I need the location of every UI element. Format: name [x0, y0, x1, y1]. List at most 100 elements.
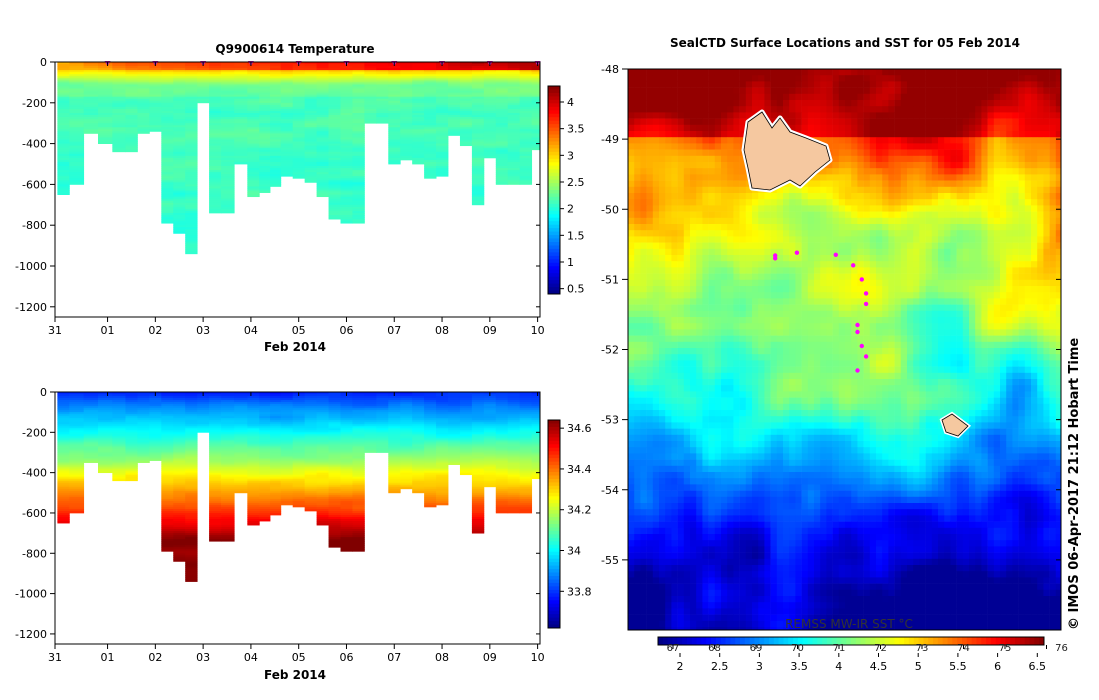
section-cell [507, 480, 521, 484]
section-cell [280, 444, 294, 447]
section-cell [292, 504, 306, 508]
section-cell [340, 480, 353, 484]
section-cell [352, 88, 365, 91]
section-cell [221, 80, 235, 83]
section-cell [83, 406, 99, 409]
section-cell [340, 98, 353, 102]
section-cell [185, 565, 198, 568]
section-cell [259, 498, 271, 502]
section-cell [471, 145, 485, 149]
profile-column [259, 392, 271, 522]
section-cell [412, 438, 425, 441]
section-cell [270, 412, 282, 415]
section-cell [185, 434, 198, 437]
colorbar-cell [548, 141, 560, 146]
section-cell [495, 426, 509, 429]
section-cell [292, 466, 306, 470]
section-cell [316, 145, 329, 149]
section-cell [304, 484, 318, 488]
section-cell [376, 74, 389, 77]
section-cell [328, 182, 341, 185]
section-cell [495, 131, 509, 134]
section-cell [436, 494, 449, 498]
section-cell [471, 480, 485, 484]
section-cell [304, 84, 318, 87]
section-cell [234, 420, 248, 423]
section-cell [173, 164, 186, 167]
section-cell [161, 196, 174, 200]
section-cell [352, 482, 365, 486]
section-cell [388, 440, 401, 443]
section-cell [436, 452, 449, 455]
section-cell [304, 92, 318, 96]
section-cell [69, 478, 85, 482]
section-cell [400, 125, 413, 128]
section-cell [328, 525, 341, 528]
section-cell [316, 149, 329, 153]
section-cell [519, 474, 533, 478]
section-cell [448, 74, 461, 77]
section-cell [316, 440, 329, 443]
section-cell [270, 512, 282, 516]
section-cell [173, 82, 186, 85]
colorbar-cell [548, 235, 560, 240]
section-cell [436, 78, 449, 81]
section-cell [270, 127, 282, 130]
section-cell [221, 176, 235, 179]
section-cell [376, 66, 389, 69]
section-cell [424, 416, 437, 419]
section-cell [424, 494, 437, 498]
section-cell [328, 436, 341, 439]
section-cell [388, 76, 401, 79]
section-cell [259, 125, 271, 128]
section-cell [270, 464, 282, 467]
section-cell [69, 176, 85, 179]
section-cell [316, 404, 329, 407]
section-cell [507, 494, 521, 498]
section-cell [247, 410, 260, 413]
section-cell [137, 404, 150, 407]
section-cell [483, 420, 497, 423]
section-cell [185, 110, 198, 114]
section-cell [161, 217, 174, 220]
section-cell [112, 400, 126, 403]
sst-cell [690, 75, 697, 82]
y-tick-label: -800 [22, 547, 47, 560]
section-cell [495, 464, 509, 467]
section-cell [436, 462, 449, 465]
section-cell [376, 64, 389, 67]
section-cell [161, 221, 174, 224]
section-cell [173, 198, 186, 202]
section-cell [471, 442, 485, 445]
section-cell [280, 121, 294, 124]
section-cell [292, 149, 306, 153]
section-cell [459, 410, 473, 413]
section-cell [185, 432, 198, 435]
section-cell [459, 408, 473, 411]
section-cell [209, 414, 222, 417]
section-cell [328, 498, 341, 502]
section-cell [471, 440, 485, 443]
section-cell [340, 196, 353, 200]
section-cell [495, 76, 509, 79]
section-cell [340, 217, 353, 220]
section-cell [507, 159, 521, 163]
section-cell [424, 422, 437, 425]
section-cell [270, 74, 282, 77]
section-cell [221, 174, 235, 177]
section-cell [483, 410, 497, 413]
colorbar-tick-label: 4 [567, 96, 574, 109]
section-cell [221, 496, 235, 500]
section-cell [112, 98, 126, 102]
section-cell [161, 215, 174, 218]
section-cell [173, 506, 186, 510]
section-cell [507, 125, 521, 128]
section-cell [57, 66, 70, 69]
section-cell [352, 504, 365, 508]
section-cell [292, 129, 306, 132]
section-cell [340, 121, 353, 124]
section-cell [448, 416, 461, 419]
section-cell [412, 488, 425, 492]
sst-cell [950, 69, 957, 76]
section-cell [185, 478, 198, 482]
